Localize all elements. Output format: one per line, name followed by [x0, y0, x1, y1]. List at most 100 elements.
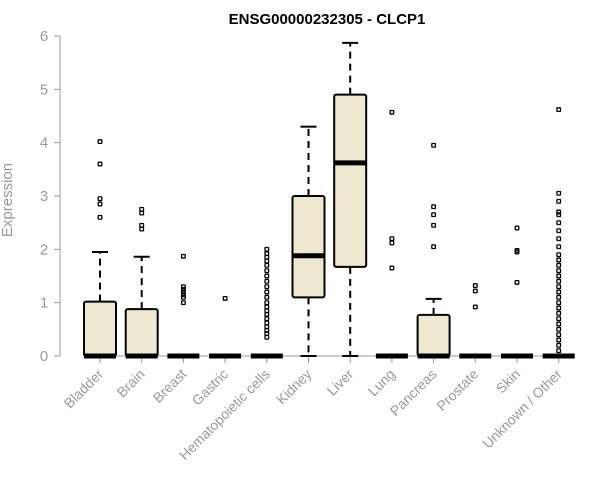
- outlier-point: [97, 214, 103, 220]
- y-tick-label: 0: [40, 348, 48, 365]
- outlier-point: [556, 190, 562, 196]
- outlier-point: [472, 304, 478, 310]
- outlier-point: [264, 300, 270, 306]
- outlier-point: [556, 252, 562, 258]
- outlier-point: [389, 236, 395, 242]
- box-group: [83, 41, 575, 359]
- outlier-point: [180, 286, 186, 292]
- outlier-point: [556, 342, 562, 348]
- box-10: [501, 225, 533, 359]
- outlier-point: [431, 142, 437, 148]
- outlier-point: [389, 240, 395, 246]
- outlier-point: [264, 251, 270, 257]
- outlier-point: [264, 308, 270, 314]
- outlier-point: [556, 236, 562, 242]
- outlier-point: [264, 324, 270, 330]
- outlier-point: [556, 268, 562, 274]
- y-axis-label: Expression: [0, 163, 16, 237]
- outlier-point: [556, 300, 562, 306]
- outlier-point: [264, 268, 270, 274]
- outlier-point: [139, 206, 145, 212]
- outlier-point: [556, 294, 562, 300]
- outlier-point: [556, 310, 562, 316]
- outlier-point: [556, 209, 562, 215]
- x-tick-label: Breast: [150, 366, 190, 406]
- outlier-point: [556, 321, 562, 327]
- outlier-point: [556, 332, 562, 338]
- outlier-point: [514, 279, 520, 285]
- outlier-point: [264, 316, 270, 322]
- x-tick-label: Kidney: [273, 366, 315, 408]
- outlier-point: [556, 198, 562, 204]
- box-6: [333, 41, 368, 357]
- y-tick-label: 2: [40, 241, 48, 258]
- outlier-point: [556, 212, 562, 218]
- chart-title: ENSG00000232305 - CLCP1: [229, 11, 426, 28]
- y-tick-label: 4: [40, 135, 48, 152]
- box-rect: [124, 308, 159, 358]
- outlier-point: [556, 244, 562, 250]
- outlier-point: [556, 337, 562, 343]
- box-2: [167, 253, 200, 359]
- x-tick-label: Prostate: [433, 366, 481, 414]
- box-4: [250, 246, 283, 359]
- outlier-point: [97, 161, 103, 167]
- outlier-point: [556, 348, 562, 354]
- outlier-point: [472, 288, 478, 294]
- outlier-point: [180, 294, 186, 300]
- outlier-point: [264, 284, 270, 290]
- outlier-point: [139, 222, 145, 228]
- box-rect: [416, 313, 451, 357]
- outlier-point: [264, 311, 270, 317]
- outlier-point: [264, 254, 270, 260]
- outlier-point: [97, 139, 103, 145]
- outlier-point: [139, 226, 145, 232]
- outlier-point: [556, 316, 562, 322]
- outlier-point: [139, 210, 145, 216]
- box-rect: [333, 93, 368, 268]
- y-axis: 0 1 2 3 4 5 6: [40, 28, 61, 365]
- outlier-point: [431, 204, 437, 210]
- outlier-point: [222, 295, 228, 301]
- x-tick-label: Unknown / Other: [479, 366, 565, 452]
- outlier-point: [472, 283, 478, 289]
- box-11: [542, 107, 575, 359]
- box-rect: [83, 300, 117, 358]
- y-tick-label: 6: [40, 28, 48, 45]
- outlier-point: [556, 278, 562, 284]
- box-9: [459, 283, 492, 359]
- outlier-point: [97, 196, 103, 202]
- outlier-point: [514, 225, 520, 231]
- outlier-point: [264, 246, 270, 252]
- outlier-point: [556, 257, 562, 263]
- outlier-point: [556, 228, 562, 234]
- box-7: [375, 109, 408, 359]
- outlier-point: [264, 294, 270, 300]
- box-3: [209, 295, 242, 359]
- outlier-point: [556, 284, 562, 290]
- y-tick-label: 5: [40, 81, 48, 98]
- x-tick-label: Liver: [324, 366, 357, 399]
- y-tick-label: 3: [40, 188, 48, 205]
- outlier-point: [264, 289, 270, 295]
- x-tick-label: Brain: [113, 366, 147, 400]
- outlier-point: [180, 292, 186, 298]
- outlier-point: [389, 265, 395, 271]
- x-tick-label: Skin: [493, 366, 524, 397]
- outlier-point: [556, 107, 562, 113]
- outlier-point: [514, 247, 520, 253]
- outlier-point: [180, 284, 186, 290]
- outlier-point: [264, 327, 270, 333]
- outlier-point: [264, 304, 270, 310]
- outlier-point: [264, 278, 270, 284]
- box-rect: [291, 195, 326, 299]
- outlier-point: [556, 262, 562, 268]
- outlier-point: [180, 289, 186, 295]
- outlier-point: [431, 222, 437, 228]
- box-5: [291, 125, 326, 357]
- outlier-point: [556, 289, 562, 295]
- outlier-point: [97, 201, 103, 207]
- outlier-point: [556, 220, 562, 226]
